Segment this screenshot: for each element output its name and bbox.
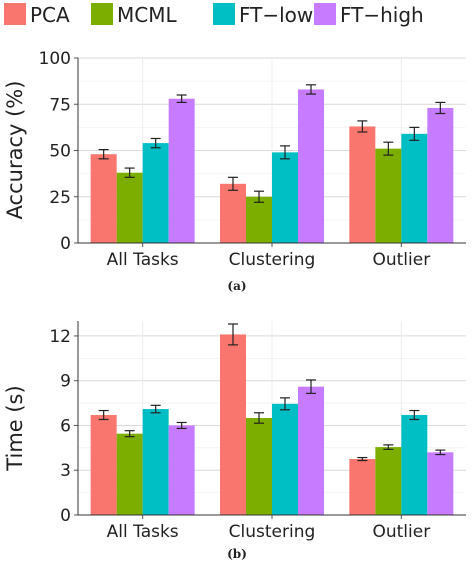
error-bar-pca-all-tasks — [98, 409, 109, 421]
bar-mcml-all-tasks — [116, 172, 143, 243]
bar-ft-low-outlier — [401, 415, 428, 515]
bar-ft-low-all-tasks — [142, 143, 169, 243]
bar-ft-low-clustering — [272, 152, 298, 243]
bar-ft-high-all-tasks — [168, 98, 195, 243]
bar-pca-outlier — [349, 126, 376, 243]
bar-pca-all-tasks — [90, 154, 117, 243]
y-tick-label: 12 — [49, 327, 71, 347]
error-bar-ft-low-all-tasks — [150, 404, 161, 414]
y-tick-label: 75 — [49, 95, 71, 115]
legend-swatch-pca — [4, 3, 26, 25]
error-bar-ft-high-clustering — [306, 379, 316, 394]
accuracy-plot-area: 0 25 50 75 100 All Tasks Clustering Outlier — [39, 49, 466, 270]
bar-ft-high-clustering — [298, 386, 324, 515]
legend-label-ft-high: FT−high — [340, 3, 424, 27]
time-chart: Time (s) 0 3 6 9 12 All Tasks Clustering Outlie… — [3, 321, 466, 561]
bar-ft-high-clustering — [298, 89, 324, 243]
x-tick-label-clustering: Clustering — [229, 250, 316, 270]
y-axis-title-accuracy: Accuracy (%) — [3, 81, 27, 220]
bar-pca-all-tasks — [90, 415, 117, 515]
y-tick-label: 0 — [60, 234, 71, 254]
error-bar-ft-high-all-tasks — [176, 421, 187, 430]
error-bar-mcml-all-tasks — [124, 167, 135, 178]
y-tick-label: 3 — [60, 461, 71, 481]
bar-pca-clustering — [220, 334, 246, 515]
bar-pca-clustering — [220, 183, 246, 243]
error-bar-ft-low-clustering — [280, 145, 290, 160]
error-bar-ft-high-all-tasks — [176, 94, 187, 104]
error-bar-pca-outlier — [357, 120, 368, 133]
bar-mcml-all-tasks — [116, 433, 143, 515]
error-bar-ft-low-outlier — [409, 126, 420, 141]
y-tick-label: 9 — [60, 372, 71, 392]
x-tick-label-all-tasks: All Tasks — [107, 250, 179, 270]
error-bar-ft-high-outlier — [435, 101, 446, 115]
x-tick-label-outlier: Outlier — [372, 522, 430, 542]
y-tick-label: 0 — [60, 506, 71, 526]
bar-ft-high-all-tasks — [168, 425, 195, 515]
error-bar-ft-high-clustering — [306, 84, 316, 95]
bar-mcml-outlier — [375, 148, 402, 243]
bar-ft-low-clustering — [272, 403, 298, 515]
error-bar-mcml-outlier — [383, 444, 394, 450]
error-bar-ft-low-clustering — [280, 397, 290, 411]
error-bar-ft-low-all-tasks — [150, 137, 161, 149]
x-tick-label-clustering: Clustering — [229, 522, 316, 542]
y-tick-label: 100 — [39, 49, 71, 69]
accuracy-chart: Accuracy (%) 0 25 50 75 100 All Tasks Clusteri… — [3, 49, 466, 293]
caption-a: (a) — [227, 279, 246, 293]
y-tick-label: 6 — [60, 416, 71, 436]
error-bar-pca-all-tasks — [98, 148, 109, 160]
bar-mcml-clustering — [246, 196, 272, 243]
error-bar-pca-clustering — [228, 176, 238, 191]
y-tick-label: 25 — [49, 188, 71, 208]
caption-b: (b) — [227, 547, 247, 561]
bar-ft-low-all-tasks — [142, 409, 169, 515]
legend-swatch-ft-low — [213, 3, 235, 25]
bar-ft-low-outlier — [401, 133, 428, 243]
bar-mcml-outlier — [375, 447, 402, 515]
bar-ft-high-outlier — [427, 107, 454, 243]
error-bar-mcml-clustering — [254, 412, 264, 424]
legend: PCA MCML FT−low FT−high — [4, 3, 424, 27]
legend-swatch-ft-high — [314, 3, 336, 25]
error-bar-ft-high-outlier — [435, 449, 446, 456]
x-tick-label-all-tasks: All Tasks — [107, 522, 179, 542]
error-bar-mcml-clustering — [254, 190, 264, 203]
legend-label-ft-low: FT−low — [239, 3, 313, 27]
time-plot-area: 0 3 6 9 12 All Tasks Clustering Outlier — [49, 321, 466, 542]
bar-mcml-clustering — [246, 418, 272, 515]
legend-swatch-mcml — [91, 3, 113, 25]
y-tick-label: 50 — [49, 142, 71, 162]
legend-label-mcml: MCML — [117, 3, 177, 27]
error-bar-mcml-outlier — [383, 141, 394, 156]
bar-pca-outlier — [349, 459, 376, 515]
error-bar-pca-outlier — [357, 456, 368, 462]
bar-ft-high-outlier — [427, 452, 454, 515]
error-bar-pca-clustering — [228, 323, 238, 346]
legend-label-pca: PCA — [30, 3, 70, 27]
y-axis-title-time: Time (s) — [3, 385, 27, 471]
x-tick-label-outlier: Outlier — [372, 250, 430, 270]
error-bar-mcml-all-tasks — [124, 430, 135, 438]
error-bar-ft-low-outlier — [409, 409, 420, 421]
